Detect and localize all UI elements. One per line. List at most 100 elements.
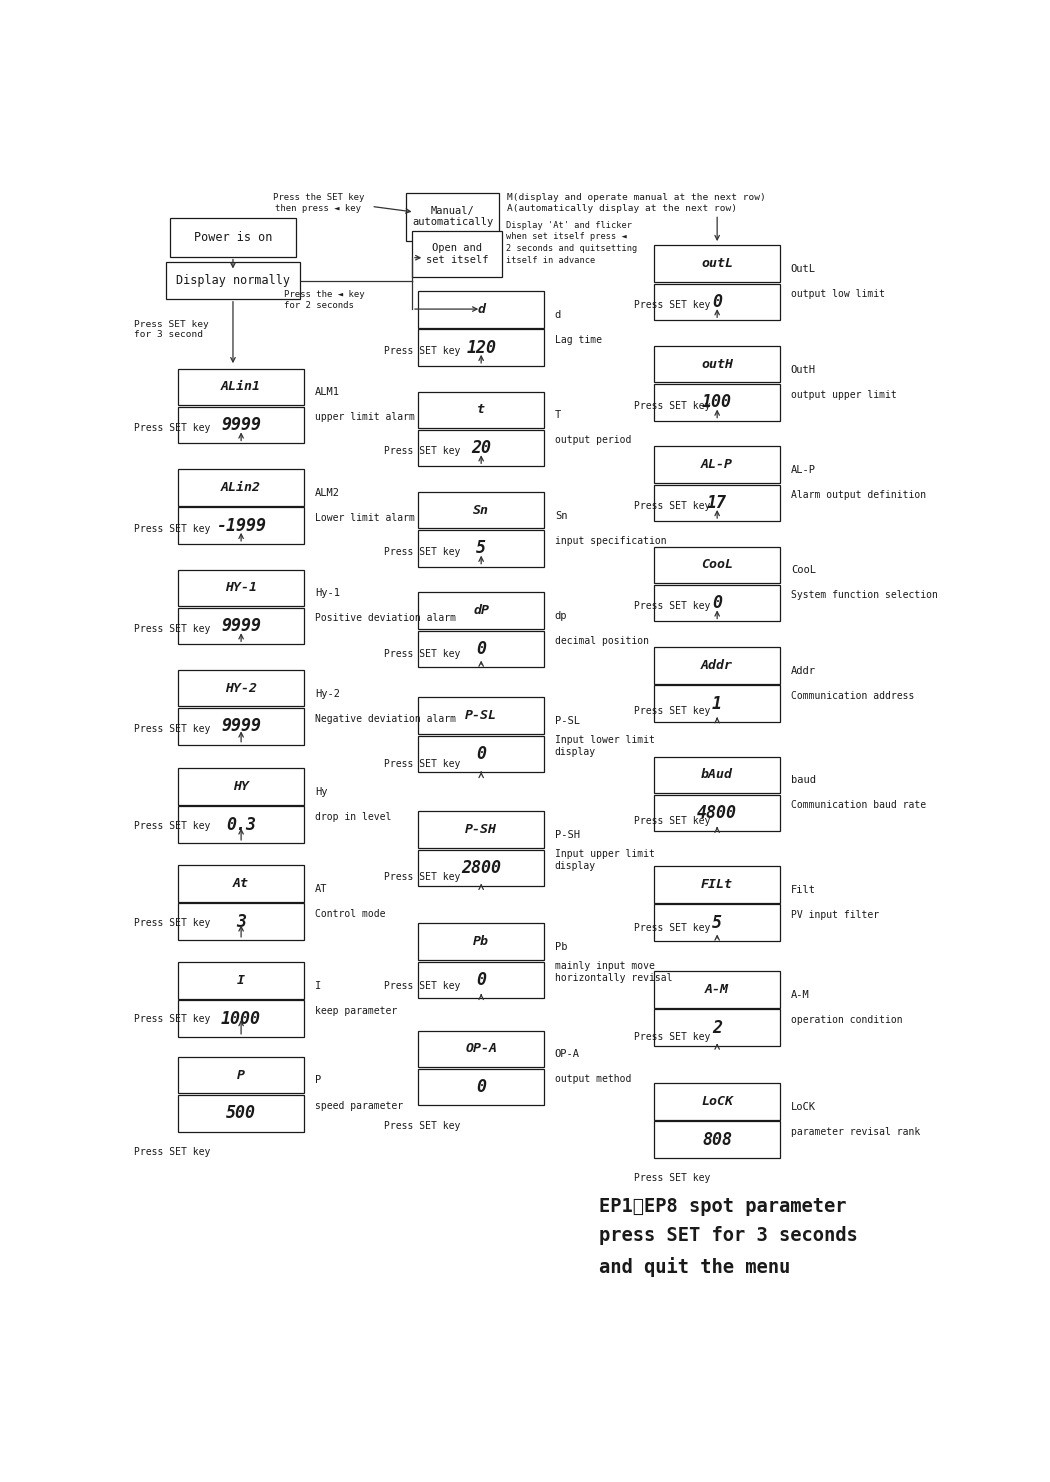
Text: output upper limit: output upper limit — [791, 390, 897, 400]
Bar — [178, 470, 304, 505]
Text: I: I — [315, 981, 321, 991]
Text: speed parameter: speed parameter — [315, 1101, 403, 1110]
Text: 100: 100 — [702, 393, 732, 412]
Text: Hy-2: Hy-2 — [315, 689, 340, 698]
Bar — [418, 430, 544, 467]
Text: Press SET key: Press SET key — [383, 345, 460, 356]
Text: AL-P: AL-P — [791, 465, 816, 474]
Text: 0: 0 — [712, 293, 722, 311]
Bar — [654, 971, 780, 1008]
Text: Press SET key: Press SET key — [383, 1120, 460, 1131]
Bar — [406, 193, 500, 240]
Text: Power is on: Power is on — [194, 231, 272, 243]
Text: output low limit: output low limit — [791, 289, 885, 299]
Text: Control mode: Control mode — [315, 908, 385, 919]
Text: -1999: -1999 — [216, 517, 266, 535]
Text: P-SL: P-SL — [554, 716, 580, 726]
Text: parameter revisal rank: parameter revisal rank — [791, 1126, 920, 1137]
Bar — [418, 593, 544, 628]
Text: Negative deviation alarm: Negative deviation alarm — [315, 714, 456, 723]
Text: ALin1: ALin1 — [222, 381, 261, 393]
Bar — [418, 290, 544, 328]
Bar — [178, 507, 304, 544]
Text: Press SET key: Press SET key — [133, 919, 210, 928]
Text: 2: 2 — [712, 1018, 722, 1037]
Text: Press SET key: Press SET key — [383, 981, 460, 991]
Text: P-SL: P-SL — [465, 708, 497, 722]
Text: keep parameter: keep parameter — [315, 1006, 397, 1015]
Text: 5: 5 — [476, 539, 486, 557]
Bar — [418, 923, 544, 960]
Text: outH: outH — [701, 357, 733, 370]
Text: 120: 120 — [466, 338, 497, 357]
Text: Sn: Sn — [554, 511, 567, 520]
Text: Filt: Filt — [791, 885, 816, 895]
Text: 808: 808 — [702, 1131, 732, 1149]
Text: Communication baud rate: Communication baud rate — [791, 800, 926, 811]
Bar — [178, 1057, 304, 1094]
Text: decimal position: decimal position — [554, 636, 649, 646]
Text: OutH: OutH — [791, 365, 816, 375]
Bar — [418, 391, 544, 428]
Text: Positive deviation alarm: Positive deviation alarm — [315, 614, 456, 624]
Text: System function selection: System function selection — [791, 590, 938, 600]
Bar — [654, 867, 780, 903]
Text: Press SET key: Press SET key — [133, 821, 210, 831]
Bar — [178, 708, 304, 744]
Text: Press SET key
for 3 second: Press SET key for 3 second — [133, 320, 209, 339]
Text: 20: 20 — [471, 439, 491, 456]
Text: Press SET key: Press SET key — [133, 424, 210, 433]
Bar — [178, 904, 304, 940]
Text: ALM1: ALM1 — [315, 387, 340, 397]
Text: d: d — [554, 310, 561, 320]
Text: 0: 0 — [476, 1077, 486, 1097]
Bar — [418, 531, 544, 566]
Bar — [178, 569, 304, 606]
Bar — [654, 685, 780, 722]
Text: Press SET key: Press SET key — [383, 446, 460, 456]
Text: 4800: 4800 — [697, 805, 737, 823]
Text: Hy-1: Hy-1 — [315, 588, 340, 599]
Bar — [178, 369, 304, 405]
Text: Alarm output definition: Alarm output definition — [791, 491, 926, 499]
Text: Press SET key: Press SET key — [133, 624, 210, 634]
Bar — [418, 962, 544, 997]
Text: Press SET key: Press SET key — [133, 723, 210, 734]
Text: Hy: Hy — [315, 787, 328, 797]
Bar — [654, 1009, 780, 1046]
Bar — [418, 812, 544, 848]
Text: Lower limit alarm: Lower limit alarm — [315, 513, 415, 523]
Bar — [178, 806, 304, 843]
Text: 9999: 9999 — [222, 416, 261, 434]
Bar — [654, 904, 780, 941]
Text: LoCK: LoCK — [791, 1101, 816, 1112]
Text: Press SET key: Press SET key — [383, 759, 460, 769]
Bar — [654, 384, 780, 421]
Text: P: P — [237, 1069, 245, 1082]
Bar — [418, 492, 544, 529]
Text: Press SET key: Press SET key — [383, 649, 460, 659]
Bar — [418, 849, 544, 886]
Bar — [418, 735, 544, 772]
Text: drop in level: drop in level — [315, 812, 392, 823]
Text: Input upper limit
display: Input upper limit display — [554, 849, 655, 871]
Text: CooL: CooL — [701, 559, 733, 572]
Text: 500: 500 — [226, 1104, 256, 1122]
Text: Press SET key: Press SET key — [133, 523, 210, 534]
Bar — [654, 345, 780, 382]
Text: OP-A: OP-A — [465, 1042, 497, 1055]
Bar — [654, 1083, 780, 1119]
Text: Press SET key: Press SET key — [383, 871, 460, 882]
Bar — [178, 768, 304, 805]
Bar — [654, 757, 780, 793]
Text: Press SET key: Press SET key — [634, 923, 711, 934]
Bar — [178, 1000, 304, 1037]
Text: 1: 1 — [712, 695, 722, 713]
Text: Press SET key: Press SET key — [634, 602, 711, 612]
Text: 0: 0 — [476, 745, 486, 763]
Text: HY: HY — [233, 780, 249, 793]
Bar — [418, 1030, 544, 1067]
Text: 0: 0 — [476, 971, 486, 988]
Text: Press SET key: Press SET key — [634, 301, 711, 310]
Text: Press SET key: Press SET key — [634, 1174, 711, 1183]
